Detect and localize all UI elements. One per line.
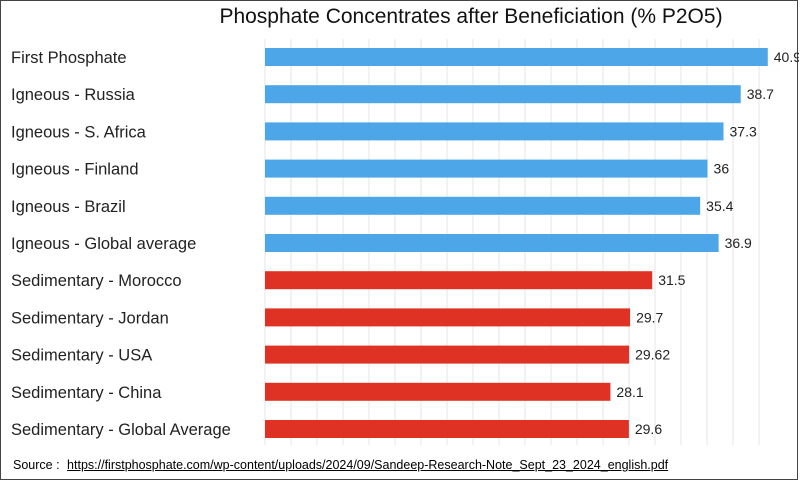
value-label: 29.7 [636, 309, 663, 325]
category-label: First Phosphate [11, 49, 127, 67]
bar [265, 271, 653, 290]
value-label: 31.5 [658, 272, 685, 288]
category-label: Sedimentary - Morocco [11, 272, 182, 290]
value-label: 36.9 [725, 235, 752, 251]
category-label: Sedimentary - Jordan [11, 309, 169, 327]
value-label: 38.7 [747, 86, 774, 102]
bar [265, 122, 724, 141]
category-label: Sedimentary - China [11, 384, 162, 402]
bar [265, 48, 768, 66]
value-label: 28.1 [616, 384, 643, 400]
chart-title: Phosphate Concentrates after Beneficiati… [219, 5, 723, 28]
value-label: 36 [714, 161, 730, 177]
category-label: Sedimentary - Global Average [11, 421, 231, 439]
source-note: Source : https://firstphosphate.com/wp-c… [13, 458, 668, 472]
source-link[interactable]: https://firstphosphate.com/wp-content/up… [67, 458, 669, 472]
bar [265, 234, 719, 252]
source-label: Source : [13, 458, 60, 472]
category-label: Igneous - Brazil [11, 198, 126, 216]
bar [265, 345, 630, 364]
category-label: Igneous - Global average [11, 235, 196, 253]
value-label: 29.6 [635, 421, 662, 437]
value-label: 37.3 [730, 123, 757, 139]
value-label: 29.62 [635, 347, 670, 363]
category-label: Sedimentary - USA [11, 347, 152, 365]
category-label: Igneous - S. Africa [11, 123, 147, 141]
bar [265, 196, 701, 215]
value-label: 35.4 [706, 198, 733, 214]
bar [265, 85, 741, 104]
bar-chart: First Phosphate 40.9 Igneous - Russia 38.7 I… [11, 39, 799, 445]
bar [265, 308, 631, 327]
bar [265, 159, 708, 178]
category-label: Igneous - Russia [11, 86, 136, 104]
category-label: Igneous - Finland [11, 161, 139, 179]
bar [265, 420, 629, 438]
bar [265, 382, 611, 401]
value-label: 40.9 [774, 49, 799, 65]
